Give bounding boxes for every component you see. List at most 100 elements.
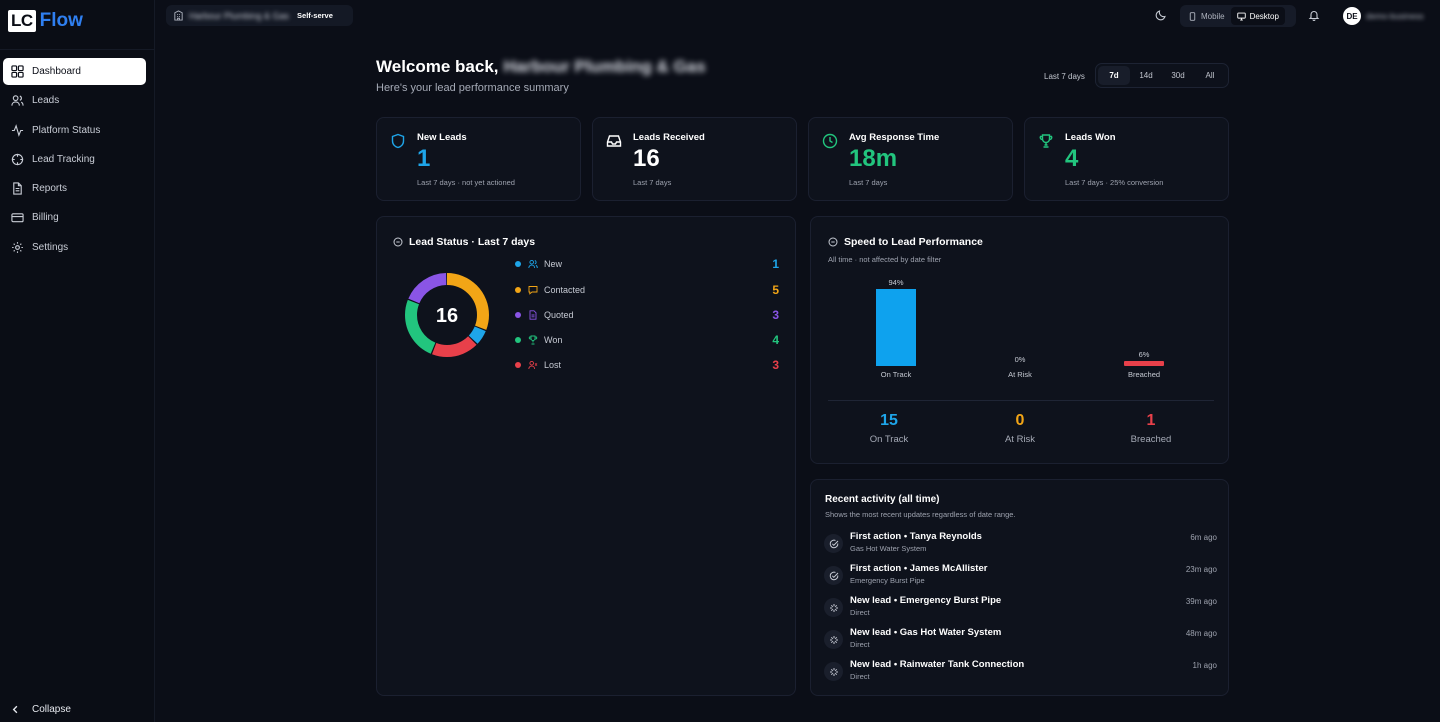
activity-item-sub: Gas Hot Water System [850, 544, 927, 553]
business-selector[interactable]: Harbour Plumbing & Gas Self-serve [166, 5, 353, 26]
tab-14d[interactable]: 14d [1139, 71, 1153, 80]
view-mobile-button[interactable]: Mobile [1182, 7, 1231, 25]
speed-title: Speed to Lead Performance [828, 236, 983, 248]
total-breached: 1 [1146, 412, 1156, 429]
legend-item-contacted[interactable]: Contacted 5 [515, 283, 779, 297]
donut-segment-won [405, 273, 489, 357]
building-icon [174, 10, 183, 21]
legend-dot [515, 337, 521, 343]
stat-value: 4 [1065, 145, 1079, 172]
sparkle-icon [829, 667, 838, 676]
bar-pct-at-risk: 0% [1014, 355, 1026, 364]
activity-icon-wrap [824, 630, 843, 649]
activity-icon-wrap [824, 566, 843, 585]
activity-item-time: 23m ago [1185, 565, 1217, 574]
sparkle-icon [829, 603, 838, 612]
file-icon [13, 182, 22, 195]
user-x-icon [528, 360, 538, 370]
legend-label: Lost [544, 360, 562, 370]
avatar[interactable]: DE [1343, 7, 1361, 25]
activity-icon-wrap [824, 662, 843, 681]
page-title: Welcome back, Harbour Plumbing & Gas [376, 57, 706, 77]
tab-all[interactable]: All [1205, 71, 1215, 80]
view-desktop-label: Desktop [1249, 11, 1279, 21]
legend-dot [515, 261, 521, 267]
total-label-at-risk: At Risk [1004, 434, 1036, 445]
sidebar-item-dashboard[interactable]: Dashboard [3, 58, 146, 85]
lead-status-panel: Lead Status · Last 7 days 16 New 1 Conta… [376, 216, 796, 696]
legend-label: New [544, 259, 563, 269]
moon-icon[interactable] [1155, 9, 1167, 21]
activity-item-sub: Direct [850, 608, 870, 617]
logo[interactable]: LC Flow [8, 10, 83, 32]
legend-label: Contacted [544, 284, 586, 295]
stat-sub: Last 7 days [849, 178, 888, 187]
sidebar-item-label: Reports [32, 183, 68, 195]
donut-total: 16 [436, 305, 458, 327]
activity-title: Recent activity (all time) [825, 494, 940, 505]
view-desktop-button[interactable]: Desktop [1230, 7, 1285, 25]
legend-count: 1 [772, 257, 779, 271]
legend-item-won[interactable]: Won 4 [515, 333, 779, 347]
sidebar: LC Flow Dashboard Leads Platform Status … [0, 0, 155, 722]
activity-item[interactable]: First action • James McAllister Emergenc… [824, 563, 1217, 589]
check-circle-icon [829, 539, 838, 548]
activity-item-time: 1h ago [1192, 661, 1217, 670]
tab-30d[interactable]: 30d [1171, 71, 1185, 80]
sparkle-icon [829, 635, 838, 644]
stat-label: Leads Won [1065, 132, 1116, 143]
sidebar-nav: Dashboard Leads Platform Status Lead Tra… [3, 58, 146, 263]
activity-icon-wrap [824, 534, 843, 553]
credit-card-icon [11, 213, 24, 223]
stat-sub: Last 7 days [633, 178, 672, 187]
sidebar-item-label: Billing [32, 212, 59, 224]
divider [828, 400, 1214, 401]
sidebar-item-settings[interactable]: Settings [3, 234, 146, 261]
legend-dot [515, 311, 521, 318]
activity-item-title: New lead • Gas Hot Water System [850, 627, 1002, 638]
legend-item-quoted[interactable]: Quoted 3 [515, 308, 779, 322]
range-tabs: 7d 14d 30d All [1095, 63, 1229, 88]
bar-pct-breached: 6% [1138, 350, 1150, 359]
stat-card-leads-won: Leads Won 4 Last 7 days · 25% conversion [1024, 117, 1229, 201]
activity-item[interactable]: New lead • Emergency Burst Pipe Direct 3… [824, 595, 1217, 621]
welcome-text: Welcome back, [376, 57, 499, 76]
activity-item[interactable]: New lead • Gas Hot Water System Direct 4… [824, 627, 1217, 653]
donut-segment-lost [405, 273, 489, 357]
activity-item[interactable]: First action • Tanya Reynolds Gas Hot Wa… [824, 531, 1217, 557]
page-subtitle: Here's your lead performance summary [376, 82, 569, 94]
activity-item-title: New lead • Rainwater Tank Connection [850, 659, 1025, 670]
sidebar-item-reports[interactable]: Reports [3, 175, 146, 202]
activity-item[interactable]: New lead • Rainwater Tank Connection Dir… [824, 659, 1217, 685]
logo-lc: LC [8, 10, 36, 32]
lead-status-title-text: Lead Status · Last 7 days [409, 236, 536, 248]
tab-7d[interactable]: 7d [1098, 66, 1130, 85]
legend-dot [515, 286, 521, 293]
activity-item-sub: Emergency Burst Pipe [850, 576, 925, 585]
phone-icon [1189, 11, 1196, 21]
activity-item-time: 48m ago [1185, 629, 1217, 638]
bar-breached [1124, 361, 1164, 366]
file-icon [529, 309, 537, 320]
bar-label-at-risk: At Risk [1008, 370, 1032, 379]
bar-on-track [876, 289, 916, 366]
bell-icon[interactable] [1308, 9, 1320, 21]
speed-to-lead-panel: Speed to Lead Performance All time · not… [810, 216, 1229, 464]
sidebar-item-platform-status[interactable]: Platform Status [3, 117, 146, 144]
sidebar-item-leads[interactable]: Leads [3, 87, 146, 114]
user-name[interactable]: demo-business [1366, 11, 1424, 21]
legend-item-lost[interactable]: Lost 3 [515, 358, 779, 372]
activity-item-sub: Direct [850, 640, 870, 649]
monitor-icon [1236, 12, 1246, 21]
divider [0, 49, 155, 50]
sidebar-item-lead-tracking[interactable]: Lead Tracking [3, 146, 146, 173]
users-icon [11, 95, 24, 106]
inbox-icon [606, 135, 622, 147]
legend-item-new[interactable]: New 1 [515, 257, 779, 271]
grid-icon [11, 65, 24, 78]
sidebar-item-label: Lead Tracking [32, 153, 95, 165]
activity-item-title: New lead • Emergency Burst Pipe [850, 595, 1002, 606]
collapse-button[interactable]: Collapse [10, 704, 71, 715]
shield-icon [391, 133, 405, 149]
sidebar-item-billing[interactable]: Billing [3, 204, 146, 231]
